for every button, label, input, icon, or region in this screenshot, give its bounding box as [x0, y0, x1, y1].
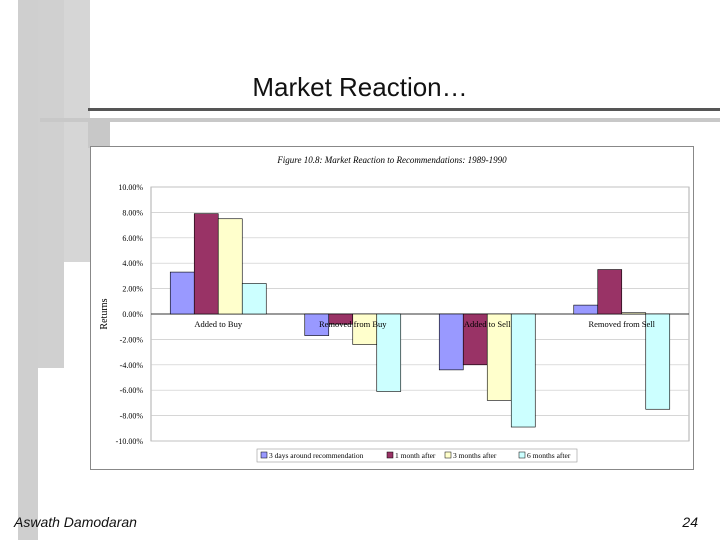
bar	[217, 218, 243, 315]
decor-bar	[18, 0, 38, 540]
x-category-label: Removed from Sell	[588, 319, 655, 329]
y-tick-label: -10.00%	[116, 437, 144, 446]
y-axis-label: Returns	[99, 298, 110, 329]
bar	[193, 213, 219, 315]
bar	[241, 283, 267, 315]
decor-bar	[88, 122, 110, 148]
y-tick-label: 0.00%	[122, 310, 143, 319]
bar	[304, 313, 330, 336]
bar	[510, 313, 536, 428]
chart-title: Figure 10.8: Market Reaction to Recommen…	[276, 155, 507, 165]
page-number: 24	[682, 514, 698, 530]
y-tick-label: 6.00%	[122, 234, 143, 243]
y-tick-label: -6.00%	[120, 386, 144, 395]
legend-label: 3 days around recommendation	[269, 451, 364, 460]
y-tick-label: -4.00%	[120, 361, 144, 370]
bar	[645, 313, 671, 410]
legend-label: 6 months after	[527, 451, 571, 460]
decor-bar	[36, 0, 64, 368]
legend	[256, 448, 578, 463]
legend-label: 1 month after	[395, 451, 436, 460]
x-category-label: Added to Sell	[464, 319, 511, 329]
legend-swatch	[260, 451, 268, 459]
y-tick-label: 2.00%	[122, 285, 143, 294]
bar	[352, 313, 378, 345]
y-tick-label: 4.00%	[122, 259, 143, 268]
x-category-label: Added to Buy	[194, 319, 242, 329]
title-divider	[88, 108, 720, 111]
bar	[376, 313, 402, 392]
author-name: Aswath Damodaran	[14, 514, 137, 530]
legend-swatch	[386, 451, 394, 459]
bar-chart: Figure 10.8: Market Reaction to Recommen…	[99, 155, 690, 463]
bar	[169, 271, 195, 315]
bar	[462, 313, 488, 366]
bar	[597, 269, 623, 315]
y-tick-label: 10.00%	[118, 183, 143, 192]
bar	[486, 313, 512, 401]
legend-swatch	[444, 451, 452, 459]
legend-label: 3 months after	[453, 451, 497, 460]
x-category-label: Removed from Buy	[319, 319, 387, 329]
y-tick-label: 8.00%	[122, 208, 143, 217]
slide-title: Market Reaction…	[252, 72, 468, 102]
y-tick-label: -2.00%	[120, 335, 144, 344]
legend-swatch	[518, 451, 526, 459]
decor-bar	[40, 118, 720, 122]
bar	[573, 304, 599, 315]
y-tick-label: -8.00%	[120, 412, 144, 421]
bar	[621, 312, 647, 315]
chart-frame: Figure 10.8: Market Reaction to Recommen…	[90, 146, 694, 470]
bar	[438, 313, 464, 371]
